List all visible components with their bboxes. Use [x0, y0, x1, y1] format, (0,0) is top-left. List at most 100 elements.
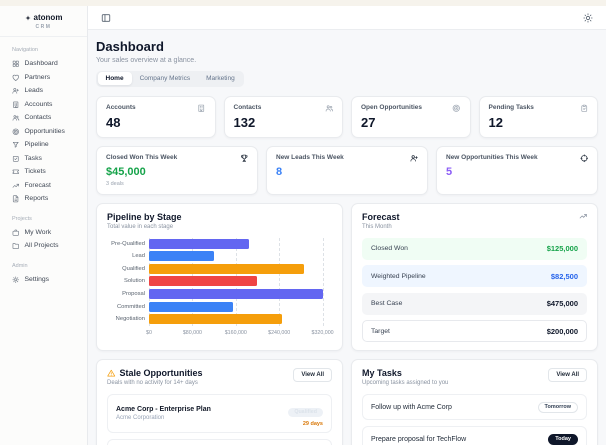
sidebar-item-accounts[interactable]: Accounts	[0, 98, 87, 112]
pipeline-bar-pre-qualified	[149, 238, 250, 249]
sidebar-item-dashboard[interactable]: Dashboard	[0, 57, 87, 71]
sun-icon	[583, 12, 593, 23]
sidebar-toggle-button[interactable]	[99, 11, 113, 25]
gear-icon	[12, 275, 20, 284]
forecast-card: Forecast This Month Closed Won $125,000	[351, 202, 598, 351]
x-tick-label: $160,000	[224, 329, 247, 336]
week-card-new-leads-this-week: New Leads This Week 8	[266, 146, 428, 195]
bar-category-label: Negotiation	[115, 316, 145, 323]
user-plus-icon	[410, 154, 419, 163]
theme-toggle-button[interactable]	[581, 11, 595, 25]
week-card-value: 8	[276, 165, 283, 178]
main-area: Dashboard Your sales overview at a glanc…	[88, 6, 606, 445]
forecast-row-closed-won: Closed Won $125,000	[362, 237, 587, 260]
file-text-icon	[12, 195, 20, 203]
weekly-cards-row: Closed Won This Week $45,000 3 deals New…	[96, 146, 598, 195]
stale-opportunity-row-techflow-platform-license[interactable]: TechFlow - Platform License TechFlow Sol…	[107, 438, 332, 445]
folder-icon	[12, 242, 20, 250]
sidebar-item-label: Contacts	[24, 114, 52, 122]
sidebar-item-label: Tickets	[24, 168, 46, 176]
pipeline-bar-chart: Pre-Qualified Lead Qualified Solution Propos…	[107, 237, 334, 338]
pipeline-chart-title: Pipeline by Stage	[107, 211, 182, 222]
stat-value: 12	[488, 115, 503, 130]
forecast-row-weighted-pipeline: Weighted Pipeline $82,500	[362, 265, 587, 287]
sidebar-item-settings[interactable]: Settings	[0, 273, 87, 287]
stale-view-all-button[interactable]: View All	[293, 368, 332, 382]
pipeline-chart-subtitle: Total value in each stage	[107, 223, 174, 230]
logo-subtext: CRM	[35, 24, 52, 30]
sidebar-item-tasks[interactable]: Tasks	[0, 152, 87, 166]
forecast-row-value: $82,500	[550, 271, 578, 281]
sidebar-item-reports[interactable]: Reports	[0, 192, 87, 206]
bar-category-label: Qualified	[122, 265, 145, 272]
my-tasks-title: My Tasks	[362, 368, 402, 378]
sidebar-item-opportunities[interactable]: Opportunities	[0, 125, 87, 139]
sidebar-item-pipeline[interactable]: Pipeline	[0, 138, 87, 152]
logo-text: atonom	[33, 13, 63, 22]
stale-days: 29 days	[302, 420, 323, 427]
nav-section-admin: Settings	[0, 273, 87, 287]
spark-icon	[25, 15, 31, 21]
task-title: Follow up with Acme Corp	[371, 403, 452, 411]
nav-section-label: Projects	[12, 215, 32, 222]
funnel-icon	[12, 141, 20, 149]
pipeline-bar-lead	[149, 251, 215, 262]
stale-opportunity-row-acme-corp-enterprise-plan[interactable]: Acme Corp - Enterprise Plan Acme Corpora…	[107, 394, 332, 433]
nav-section-navigation: Dashboard Partners Leads Accounts	[0, 57, 87, 206]
app-logo: atonom CRM	[0, 6, 87, 37]
trending-up-icon	[579, 212, 588, 221]
sidebar-item-all-projects[interactable]: All Projects	[0, 239, 87, 253]
stage-badge: Qualified	[288, 407, 323, 417]
sidebar-item-label: All Projects	[24, 242, 59, 250]
sidebar-item-label: Accounts	[24, 100, 53, 108]
week-card-new-opportunities-this-week: New Opportunities This Week 5	[436, 146, 598, 195]
forecast-row-best-case: Best Case $475,000	[362, 292, 587, 315]
week-card-label: New Opportunities This Week	[446, 154, 538, 161]
x-tick-label: $80,000	[182, 329, 202, 336]
gridline	[322, 237, 324, 326]
crosshair-icon	[579, 154, 589, 163]
pipeline-bar-row: Proposal	[107, 289, 328, 300]
sidebar-item-my-work[interactable]: My Work	[0, 226, 87, 240]
sidebar-item-partners[interactable]: Partners	[0, 71, 87, 85]
user-plus-icon	[12, 87, 20, 95]
x-tick-label: $320,000	[311, 329, 334, 336]
grid-icon	[12, 60, 20, 68]
nav-section-label: Admin	[12, 262, 28, 269]
forecast-row-label: Target	[371, 327, 390, 335]
sidebar-item-label: Dashboard	[24, 60, 58, 68]
target-icon	[452, 104, 461, 113]
forecast-row-target: Target $200,000	[362, 320, 587, 342]
stat-label: Contacts	[233, 103, 262, 111]
app-frame: atonom CRM Navigation Dashboard Partners	[0, 6, 606, 445]
tab-company-metrics[interactable]: Company Metrics	[132, 72, 199, 85]
warning-icon	[107, 369, 116, 378]
stat-label: Open Opportunities	[361, 103, 423, 111]
nav-section-projects: My Work All Projects	[0, 226, 87, 253]
forecast-row-label: Best Case	[371, 300, 403, 307]
forecast-rows: Closed Won $125,000 Weighted Pipeline $8…	[362, 237, 587, 342]
sidebar-item-label: Settings	[24, 275, 50, 283]
dashboard-content: Dashboard Your sales overview at a glanc…	[88, 30, 606, 445]
forecast-subtitle: This Month	[362, 223, 392, 230]
tab-home[interactable]: Home	[97, 72, 132, 85]
my-tasks-card: My Tasks Upcoming tasks assigned to you …	[351, 359, 598, 445]
task-row-prepare-proposal-for-techflow[interactable]: Prepare proposal for TechFlow Today	[362, 426, 587, 445]
sidebar-item-contacts[interactable]: Contacts	[0, 111, 87, 125]
forecast-row-label: Weighted Pipeline	[371, 272, 426, 280]
sidebar-item-tickets[interactable]: Tickets	[0, 165, 87, 179]
sidebar-item-forecast[interactable]: Forecast	[0, 179, 87, 193]
tab-marketing[interactable]: Marketing	[198, 72, 243, 85]
stale-opportunities-title: Stale Opportunities	[119, 368, 203, 378]
forecast-row-value: $475,000	[546, 299, 578, 308]
tasks-view-all-button[interactable]: View All	[548, 368, 587, 382]
week-card-closed-won-this-week: Closed Won This Week $45,000 3 deals	[96, 146, 258, 195]
building-icon	[12, 101, 20, 109]
task-list: Follow up with Acme Corp Tomorrow Prepar…	[362, 394, 587, 445]
sidebar-item-leads[interactable]: Leads	[0, 84, 87, 98]
forecast-row-value: $125,000	[546, 244, 578, 253]
check-square-icon	[12, 155, 20, 163]
sidebar-item-label: My Work	[24, 228, 52, 236]
task-row-follow-up-with-acme-corp[interactable]: Follow up with Acme Corp Tomorrow	[362, 394, 587, 420]
stat-value: 48	[106, 115, 121, 130]
